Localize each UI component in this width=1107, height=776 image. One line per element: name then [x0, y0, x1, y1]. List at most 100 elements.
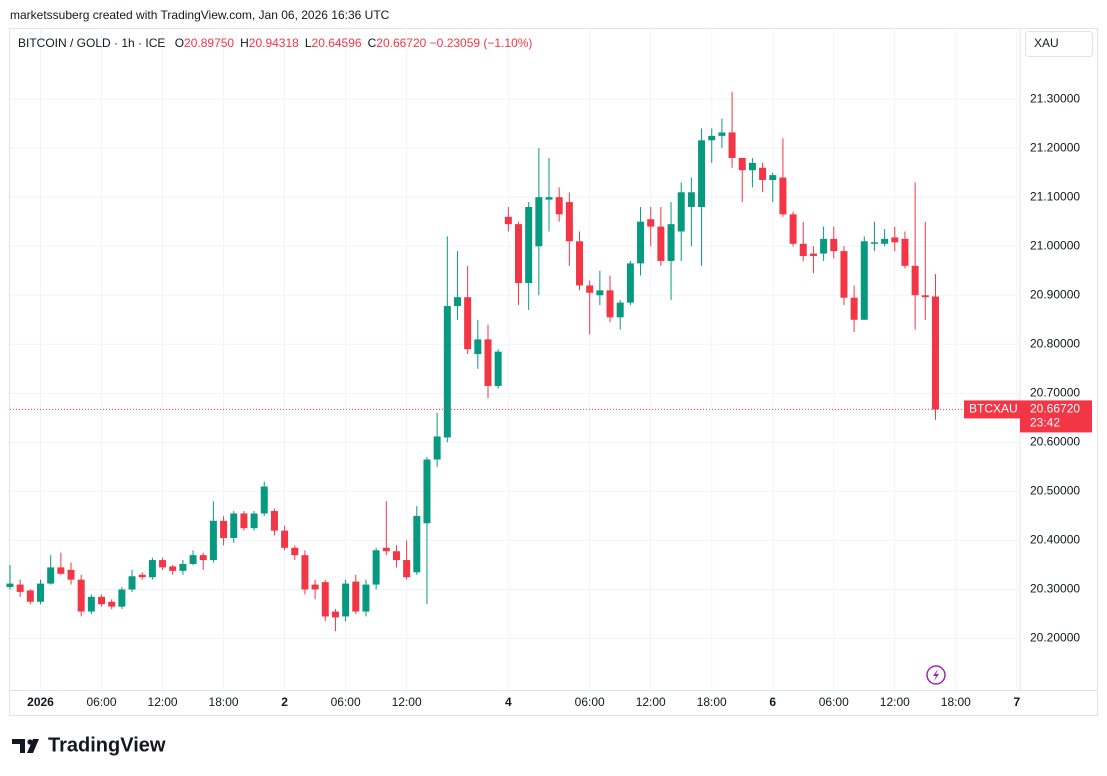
candle-body	[148, 560, 156, 578]
candle-body	[657, 226, 665, 261]
candle-body	[576, 241, 584, 286]
candle-body	[311, 584, 319, 590]
candle-body	[820, 238, 828, 254]
candle-body	[504, 216, 512, 225]
candle-body	[616, 302, 624, 318]
candle-body	[545, 197, 553, 200]
ohlc: O20.89750 H20.94318 L20.64596 C20.66720	[169, 36, 427, 50]
currency-box[interactable]	[1025, 31, 1093, 57]
x-tick-label: 06:00	[575, 695, 605, 709]
candle-body	[708, 135, 716, 141]
candle-body	[464, 297, 472, 350]
candle-body	[840, 251, 848, 298]
candle-body	[921, 295, 929, 298]
logo-part	[12, 739, 25, 753]
candle-body	[57, 567, 65, 574]
brand-name: TradingView	[48, 734, 166, 756]
candle-body	[748, 162, 756, 171]
candle-body	[413, 515, 421, 573]
y-tick-label: 20.20000	[1030, 631, 1080, 645]
candle-body	[555, 197, 563, 215]
candle-body	[453, 297, 461, 307]
candle-body	[382, 547, 390, 552]
candle-body	[372, 550, 380, 585]
candle-body	[47, 567, 55, 584]
x-tick-label: 2026	[27, 695, 54, 709]
candle-body	[352, 581, 360, 612]
candle-body	[515, 224, 522, 283]
y-tick-label: 20.80000	[1030, 336, 1080, 350]
candle-body	[77, 579, 85, 612]
candle-body	[26, 590, 34, 602]
candle-body	[626, 263, 634, 303]
candle-body	[525, 206, 533, 283]
chart-frame	[9, 28, 1098, 716]
candle-body	[199, 555, 207, 561]
candle-body	[138, 574, 146, 578]
candle-body	[403, 560, 411, 578]
candle-body	[291, 547, 299, 556]
candle-body	[667, 224, 675, 261]
symbol: BITCOIN / GOLD · 1h · ICE	[18, 36, 166, 50]
candle-body	[647, 219, 655, 227]
candle-body	[931, 296, 939, 410]
x-tick-label: 18:00	[941, 695, 971, 709]
candle-body	[687, 192, 695, 207]
countdown: 23:42	[1030, 416, 1060, 430]
candle-body	[606, 290, 614, 318]
candle-body	[220, 520, 228, 538]
candle-body	[189, 555, 197, 564]
ohlc-key: O	[174, 36, 185, 50]
candle-body	[179, 563, 187, 571]
y-tick-label: 20.50000	[1030, 484, 1080, 498]
x-tick-label: 6	[769, 695, 776, 709]
candle-body	[240, 513, 248, 529]
logo-part	[27, 739, 39, 753]
candle-body	[850, 297, 858, 320]
candle-body	[596, 290, 604, 296]
candle-body	[392, 551, 400, 561]
candle-body	[565, 202, 573, 242]
candle-body	[484, 339, 492, 386]
candle-body	[698, 140, 706, 207]
candle-body	[535, 197, 543, 247]
alert-bolt	[933, 669, 939, 681]
candle-body	[281, 530, 289, 548]
candle-body	[586, 285, 594, 293]
candle-body	[443, 306, 451, 438]
candle-body	[230, 513, 238, 538]
candle-body	[98, 596, 106, 605]
x-tick-label: 06:00	[87, 695, 117, 709]
candle-body	[209, 520, 217, 561]
x-tick-label: 12:00	[392, 695, 422, 709]
candle-body	[321, 582, 329, 617]
candle-body	[637, 221, 645, 264]
symbol-tag-label: BTCXAU	[969, 402, 1018, 416]
brand-logo	[12, 739, 39, 753]
candle-body	[118, 589, 126, 607]
candle-body	[809, 253, 817, 257]
x-tick-label: 12:00	[636, 695, 666, 709]
candle-body	[799, 243, 807, 257]
y-tick-label: 21.30000	[1030, 91, 1080, 105]
candle-body	[677, 192, 685, 232]
candle-body	[728, 132, 736, 158]
candle-body	[738, 157, 746, 171]
candle-body	[159, 560, 167, 568]
currency-label[interactable]: XAU	[1034, 36, 1059, 50]
candle-body	[362, 584, 370, 612]
candle-body	[759, 167, 767, 181]
x-tick-label: 12:00	[148, 695, 178, 709]
candle-body	[901, 238, 909, 266]
candle-body	[769, 175, 777, 181]
price-tag	[1020, 400, 1092, 433]
ohlc-value: 20.64596	[311, 36, 362, 50]
price-tag-label: 20.66720	[1030, 402, 1080, 416]
y-tick-label: 21.00000	[1030, 238, 1080, 252]
ohlc-key: L	[304, 36, 312, 50]
candle-body	[260, 486, 268, 514]
y-tick-label: 20.40000	[1030, 533, 1080, 547]
x-tick-label: 2	[281, 695, 288, 709]
